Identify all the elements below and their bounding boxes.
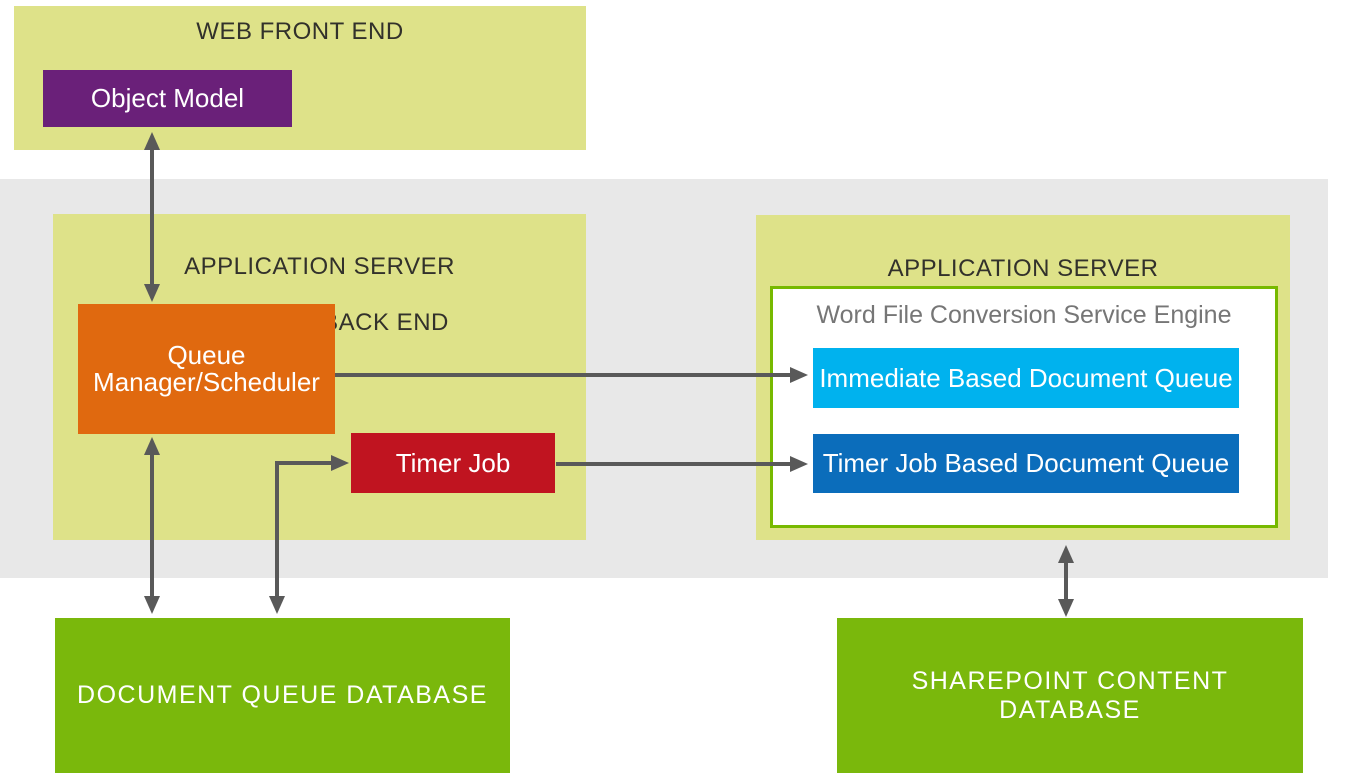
object-model-label: Object Model <box>90 83 245 113</box>
sharepoint-content-database-label: SHAREPOINT CONTENT DATABASE <box>911 666 1229 724</box>
document-queue-database-label: DOCUMENT QUEUE DATABASE <box>77 681 488 709</box>
sharepoint-content-database-box: SHAREPOINT CONTENT DATABASE <box>837 618 1303 773</box>
word-file-conversion-engine-title: Word File Conversion Service Engine <box>816 301 1232 329</box>
document-queue-database-box: DOCUMENT QUEUE DATABASE <box>55 618 510 773</box>
timer-job-box: Timer Job <box>351 433 555 493</box>
arrow-line <box>335 373 790 377</box>
arrow-line-vertical <box>275 461 279 598</box>
arrowhead-right-icon <box>790 456 808 472</box>
immediate-queue-label: Immediate Based Document Queue <box>819 362 1233 393</box>
arrow-line-horizontal <box>277 461 333 465</box>
timer-job-queue-label: Timer Job Based Document Queue <box>822 448 1230 478</box>
arrowhead-down-icon <box>269 596 285 614</box>
object-model-box: Object Model <box>43 70 292 127</box>
worker-title-line1: APPLICATION SERVER <box>887 255 1159 282</box>
arrowhead-right-icon <box>331 455 349 471</box>
queue-manager-scheduler-box: Queue Manager/Scheduler <box>78 304 335 434</box>
immediate-queue-box: Immediate Based Document Queue <box>813 348 1239 408</box>
arrow-line <box>150 453 154 598</box>
timer-job-queue-box: Timer Job Based Document Queue <box>813 434 1239 493</box>
arrow-line <box>1064 561 1068 601</box>
arrowhead-up-icon <box>1058 545 1074 563</box>
arrow-line <box>556 462 790 466</box>
manager-title-line1: APPLICATION SERVER <box>184 253 455 280</box>
arrowhead-right-icon <box>790 367 808 383</box>
timer-job-label: Timer Job <box>395 447 511 478</box>
arrowhead-up-icon <box>144 132 160 150</box>
arrowhead-down-icon <box>144 284 160 302</box>
arrowhead-down-icon <box>144 596 160 614</box>
arrow-line <box>150 148 154 287</box>
arrowhead-up-icon <box>144 437 160 455</box>
arrowhead-down-icon <box>1058 599 1074 617</box>
web-front-end-title: WEB FRONT END <box>196 18 404 45</box>
queue-manager-scheduler-label: Queue Manager/Scheduler <box>93 340 320 397</box>
